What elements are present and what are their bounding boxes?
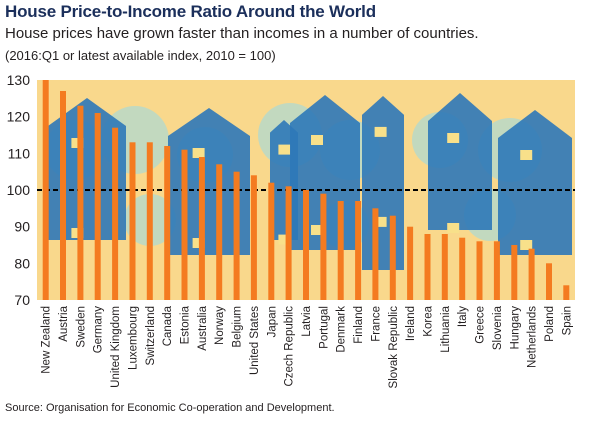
x-tick-label: New Zealand [41,306,53,374]
bar-belgium [233,171,240,300]
bar-netherlands [528,248,535,300]
bar-sweden [77,105,84,300]
y-tick-label: 80 [14,255,30,271]
source-note: Source: Organisation for Economic Co-ope… [5,402,335,414]
x-tick-label: Greece [475,306,487,344]
bar-hungary [511,245,518,300]
house-window [520,150,533,160]
house-window [447,133,460,143]
x-tick-label: United Kingdom [110,306,122,388]
x-tick-label: Belgium [232,306,244,348]
chart-note: (2016:Q1 or latest available index, 2010… [5,48,276,63]
x-tick-label: Sweden [75,306,87,348]
bar-spain [563,285,570,300]
y-tick-label: 120 [7,109,31,125]
bar-portugal [320,193,327,300]
bar-switzerland [146,142,153,300]
bar-finland [355,201,362,300]
x-tick-label: France [370,306,382,342]
x-tick-label: Czech Republic [284,306,296,387]
bar-austria [60,91,66,300]
house-window [311,135,323,145]
x-tick-label: Ireland [405,306,417,341]
bar-japan [268,182,275,300]
house-window [374,216,387,227]
bar-lithuania [441,234,448,300]
bar-latvia [303,190,309,300]
bars [42,80,570,300]
bar-australia [198,157,205,300]
bar-korea [424,234,431,300]
bar-united-kingdom [112,127,119,300]
bar-norway [216,164,223,300]
house-window [311,225,323,235]
x-tick-label: Denmark [336,306,348,353]
bar-greece [476,241,483,300]
house-shape [498,110,572,255]
x-tick-label: Switzerland [145,306,157,365]
bar-united-states [250,175,257,300]
x-tick-label: Slovenia [492,305,504,350]
x-tick-label: Korea [422,305,434,336]
house-window [192,238,205,248]
house-shape [48,98,126,240]
house-window [278,234,291,245]
x-tick-label: Hungary [509,306,521,350]
bar-estonia [181,149,188,300]
bar-france [372,208,379,300]
bar-poland [546,263,552,300]
bar-canada [164,146,171,300]
bar-italy [459,237,466,300]
x-tick-label: Latvia [301,305,313,336]
x-axis: New Zealand Austria Sweden Germany United Ki… [41,305,574,388]
y-tick-label: 130 [7,72,31,88]
house-window [447,223,460,233]
x-tick-label: Finland [353,306,365,344]
house-window [192,148,205,158]
bar-czech-republic [285,186,292,300]
x-tick-label: Japan [266,306,278,337]
house-window [520,240,533,250]
x-tick-label: Slovak Republic [388,306,400,389]
x-tick-label: Canada [162,305,174,346]
bar-luxembourg [129,142,136,300]
y-tick-label: 110 [8,145,31,161]
x-tick-label: Norway [214,306,226,345]
bar-slovak-republic [389,215,396,300]
x-tick-label: Lithuania [440,305,452,352]
x-tick-label: Netherlands [527,306,539,368]
x-tick-label: Australia [197,305,209,350]
house-shape [362,96,404,270]
y-tick-label: 100 [7,182,31,198]
house-window [374,126,387,137]
house-shape [168,108,250,255]
chart-title: House Price-to-Income Ratio Around the W… [5,2,376,21]
bar-slovenia [493,241,500,300]
bar-germany [94,113,101,300]
y-axis: 70 80 90 100 110 120 130 [7,72,31,308]
y-tick-label: 70 [14,292,30,308]
y-tick-label: 90 [14,219,30,235]
x-tick-label: Estonia [180,305,192,344]
x-tick-label: Austria [58,305,70,341]
x-tick-label: Italy [457,306,469,327]
x-tick-label: Germany [93,306,105,354]
bar-ireland [407,226,414,300]
x-tick-label: United States [249,306,261,375]
house-window [278,144,291,155]
chart-subtitle: House prices have grown faster than inco… [5,25,479,42]
bar-new-zealand [42,80,49,300]
x-tick-label: Spain [561,306,573,335]
bar-denmark [337,201,344,300]
house-shape [428,93,492,230]
x-tick-label: Poland [544,306,556,342]
x-tick-label: Portugal [318,306,330,349]
x-tick-label: Luxembourg [127,306,139,370]
